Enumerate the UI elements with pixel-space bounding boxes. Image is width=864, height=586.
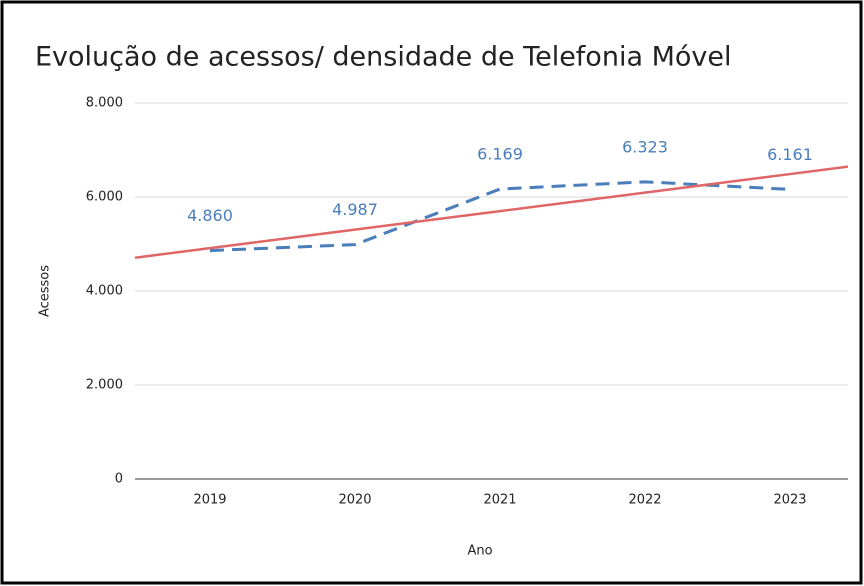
- trendline-extension: [134, 246, 211, 259]
- chart-title: Evolução de acessos/ densidade de Telefo…: [35, 42, 731, 73]
- x-tick-label: 2019: [193, 493, 226, 508]
- data-label: 6.161: [767, 145, 813, 164]
- x-tick-label: 2021: [483, 493, 516, 508]
- line-series: [209, 180, 791, 253]
- y-tick-label: 8.000: [86, 96, 123, 111]
- x-tick-label: 2020: [338, 493, 371, 508]
- y-tick-label: 6.000: [86, 190, 123, 205]
- x-tick-label: 2022: [628, 493, 661, 508]
- data-label: 4.987: [332, 200, 378, 219]
- trendline: [209, 172, 791, 250]
- y-tick-label: 2.000: [86, 378, 123, 393]
- y-tick-label: 0: [115, 472, 123, 487]
- data-label: 6.169: [477, 145, 523, 164]
- trendline-extension: [789, 165, 849, 176]
- x-axis-label: Ano: [467, 544, 492, 559]
- y-tick-label: 4.000: [86, 284, 123, 299]
- x-tick-label: 2023: [773, 493, 806, 508]
- y-axis-label: Acessos: [38, 265, 53, 317]
- data-label: 6.323: [622, 137, 668, 156]
- data-label: 4.860: [187, 206, 233, 225]
